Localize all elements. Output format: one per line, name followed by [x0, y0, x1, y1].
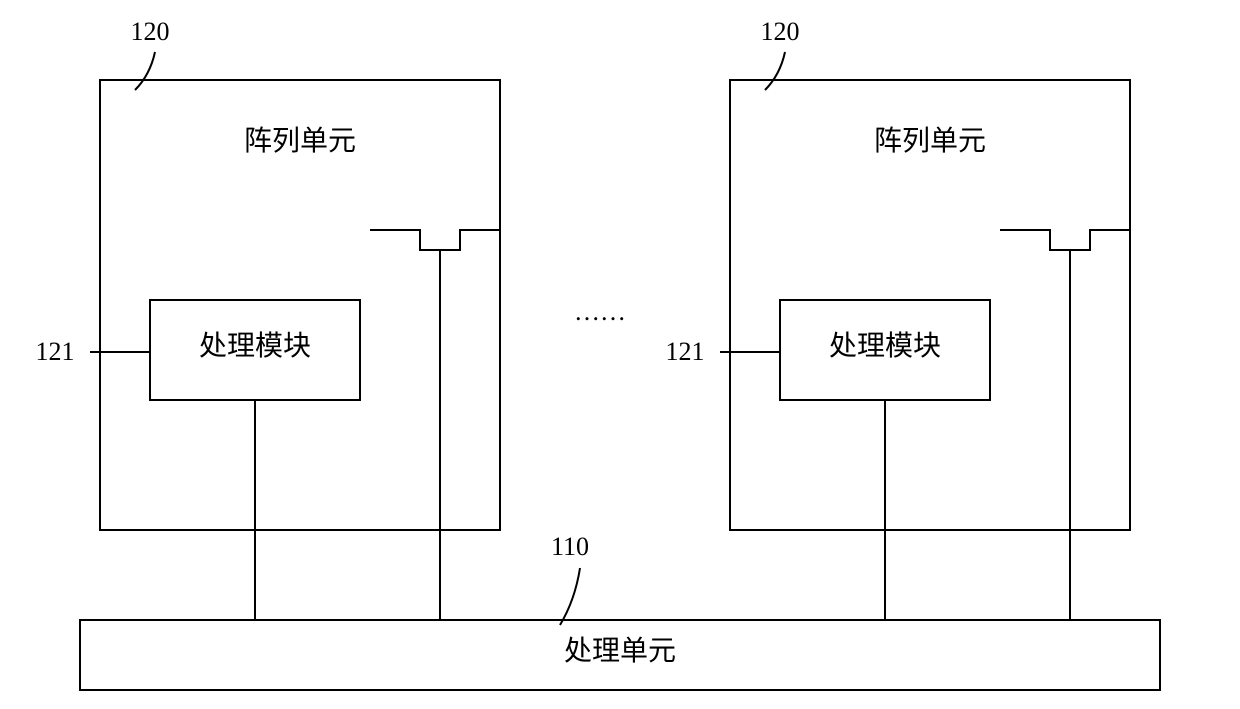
array-unit-right-label: 阵列单元	[874, 125, 986, 157]
processing-module-left-label: 处理模块	[199, 330, 311, 362]
array-unit-left-label: 阵列单元	[244, 125, 356, 157]
ref-120-right-leader	[765, 52, 785, 90]
processing-module-right-label: 处理模块	[829, 330, 941, 362]
transistor-right-icon	[1000, 230, 1130, 250]
ref-121-left: 121	[36, 337, 75, 366]
processing-unit-label: 处理单元	[564, 635, 676, 667]
ref-120-left-leader	[135, 52, 155, 90]
transistor-left-icon	[370, 230, 500, 250]
ref-110-leader	[560, 568, 580, 625]
ref-110: 110	[551, 532, 589, 561]
ref-120-left: 120	[131, 17, 170, 46]
ref-121-right: 121	[666, 337, 705, 366]
block-diagram: 阵列单元 阵列单元 处理模块 处理模块 处理单元 120 120 121 121…	[0, 0, 1240, 709]
ellipsis: ……	[574, 297, 626, 326]
ref-120-right: 120	[761, 17, 800, 46]
